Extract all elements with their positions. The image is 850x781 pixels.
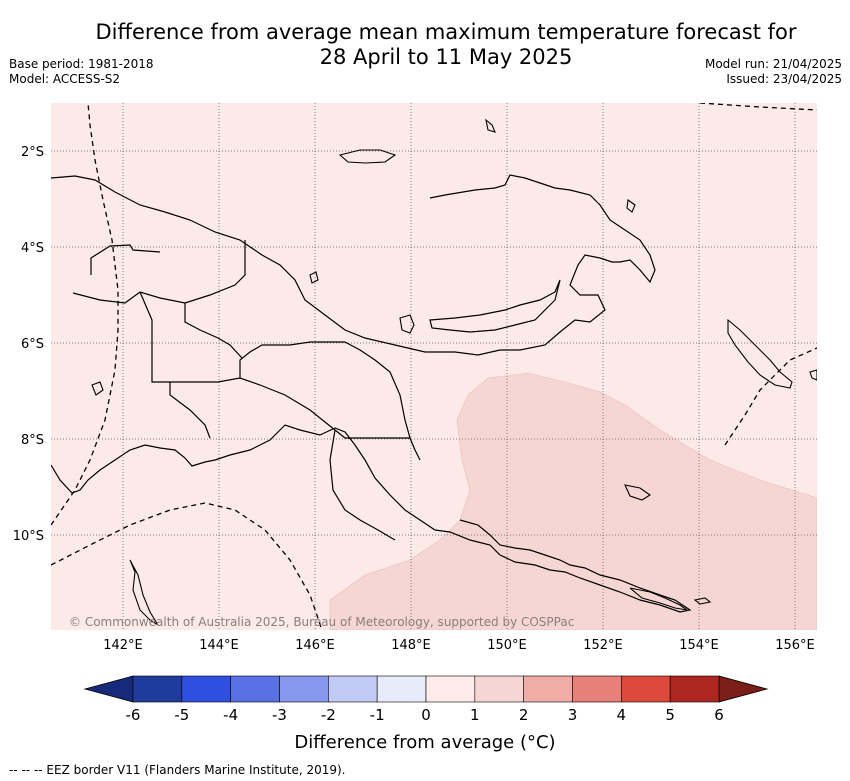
colorbar-tick-label: -3: [272, 706, 287, 724]
lon-label: 146°E: [295, 638, 335, 653]
chart-title: Difference from average mean maximum tem…: [0, 20, 850, 70]
longitude-labels: 142°E 144°E 146°E 148°E 150°E 152°E 154°…: [103, 638, 815, 653]
eez-legend-note: -- -- -- EEZ border V11 (Flanders Marine…: [9, 763, 346, 777]
lat-label: 6°S: [21, 337, 44, 352]
colorbar-cell: [621, 675, 671, 703]
lon-label: 156°E: [775, 638, 815, 653]
meta-left: Base period: 1981-2018 Model: ACCESS-S2: [9, 57, 154, 87]
colorbar-tick-label: 3: [568, 706, 578, 724]
colorbar-cell: [181, 675, 231, 703]
lon-label: 152°E: [583, 638, 623, 653]
base-period: Base period: 1981-2018: [9, 57, 154, 71]
issued-date: Issued: 23/04/2025: [726, 72, 842, 86]
copyright-notice: © Commonwealth of Australia 2025, Bureau…: [69, 615, 574, 629]
eez-borders: [51, 103, 817, 630]
colorbar: -6 -5 -4 -3 -2 -1 0 1 2 3 4 5 6: [83, 675, 769, 724]
lat-label: 4°S: [21, 241, 44, 256]
colorbar-tick-label: 5: [665, 706, 675, 724]
colorbar-tick-label: 4: [617, 706, 627, 724]
lat-label: 10°S: [13, 529, 44, 544]
model-name: Model: ACCESS-S2: [9, 72, 121, 86]
lon-label: 142°E: [103, 638, 143, 653]
colorbar-cell: [474, 675, 524, 703]
colorbar-cell: [572, 675, 622, 703]
colorbar-tick-label: 2: [519, 706, 529, 724]
colorbar-tick-label: -4: [223, 706, 238, 724]
warm-anomaly-region: [329, 372, 817, 630]
graticule: [51, 103, 817, 630]
lat-label: 2°S: [21, 145, 44, 160]
colorbar-cell: [230, 675, 280, 703]
lon-label: 150°E: [487, 638, 527, 653]
colorbar-cell: [669, 675, 720, 703]
colorbar-tick-label: -2: [321, 706, 336, 724]
colorbar-cell: [523, 675, 573, 703]
colorbar-over-arrow: [718, 675, 769, 703]
colorbar-tick-label: -1: [370, 706, 385, 724]
colorbar-cell: [132, 675, 183, 703]
lon-label: 148°E: [391, 638, 431, 653]
title-line-1: Difference from average mean maximum tem…: [95, 20, 797, 44]
colorbar-tick-label: 1: [470, 706, 480, 724]
colorbar-label: Difference from average (°C): [294, 732, 556, 753]
colorbar-tick-label: -6: [126, 706, 141, 724]
lon-label: 154°E: [679, 638, 719, 653]
colorbar-cell: [425, 675, 476, 703]
model-run: Model run: 21/04/2025: [704, 57, 842, 71]
latitude-labels: 2°S 4°S 6°S 8°S 10°S: [13, 145, 44, 544]
meta-right: Model run: 21/04/2025 Issued: 23/04/2025: [705, 57, 842, 87]
colorbar-tick-label: 6: [714, 706, 724, 724]
colorbar-cell: [279, 675, 329, 703]
lon-label: 144°E: [199, 638, 239, 653]
colorbar-tick-label: -5: [174, 706, 189, 724]
colorbar-cell: [376, 675, 427, 703]
lat-label: 8°S: [21, 433, 44, 448]
colorbar-under-arrow: [83, 675, 134, 703]
title-line-2: 28 April to 11 May 2025: [319, 45, 573, 69]
islands: [91, 118, 817, 626]
coastlines: [51, 174, 692, 613]
colorbar-cell: [328, 675, 378, 703]
colorbar-tick-label: 0: [421, 706, 431, 724]
